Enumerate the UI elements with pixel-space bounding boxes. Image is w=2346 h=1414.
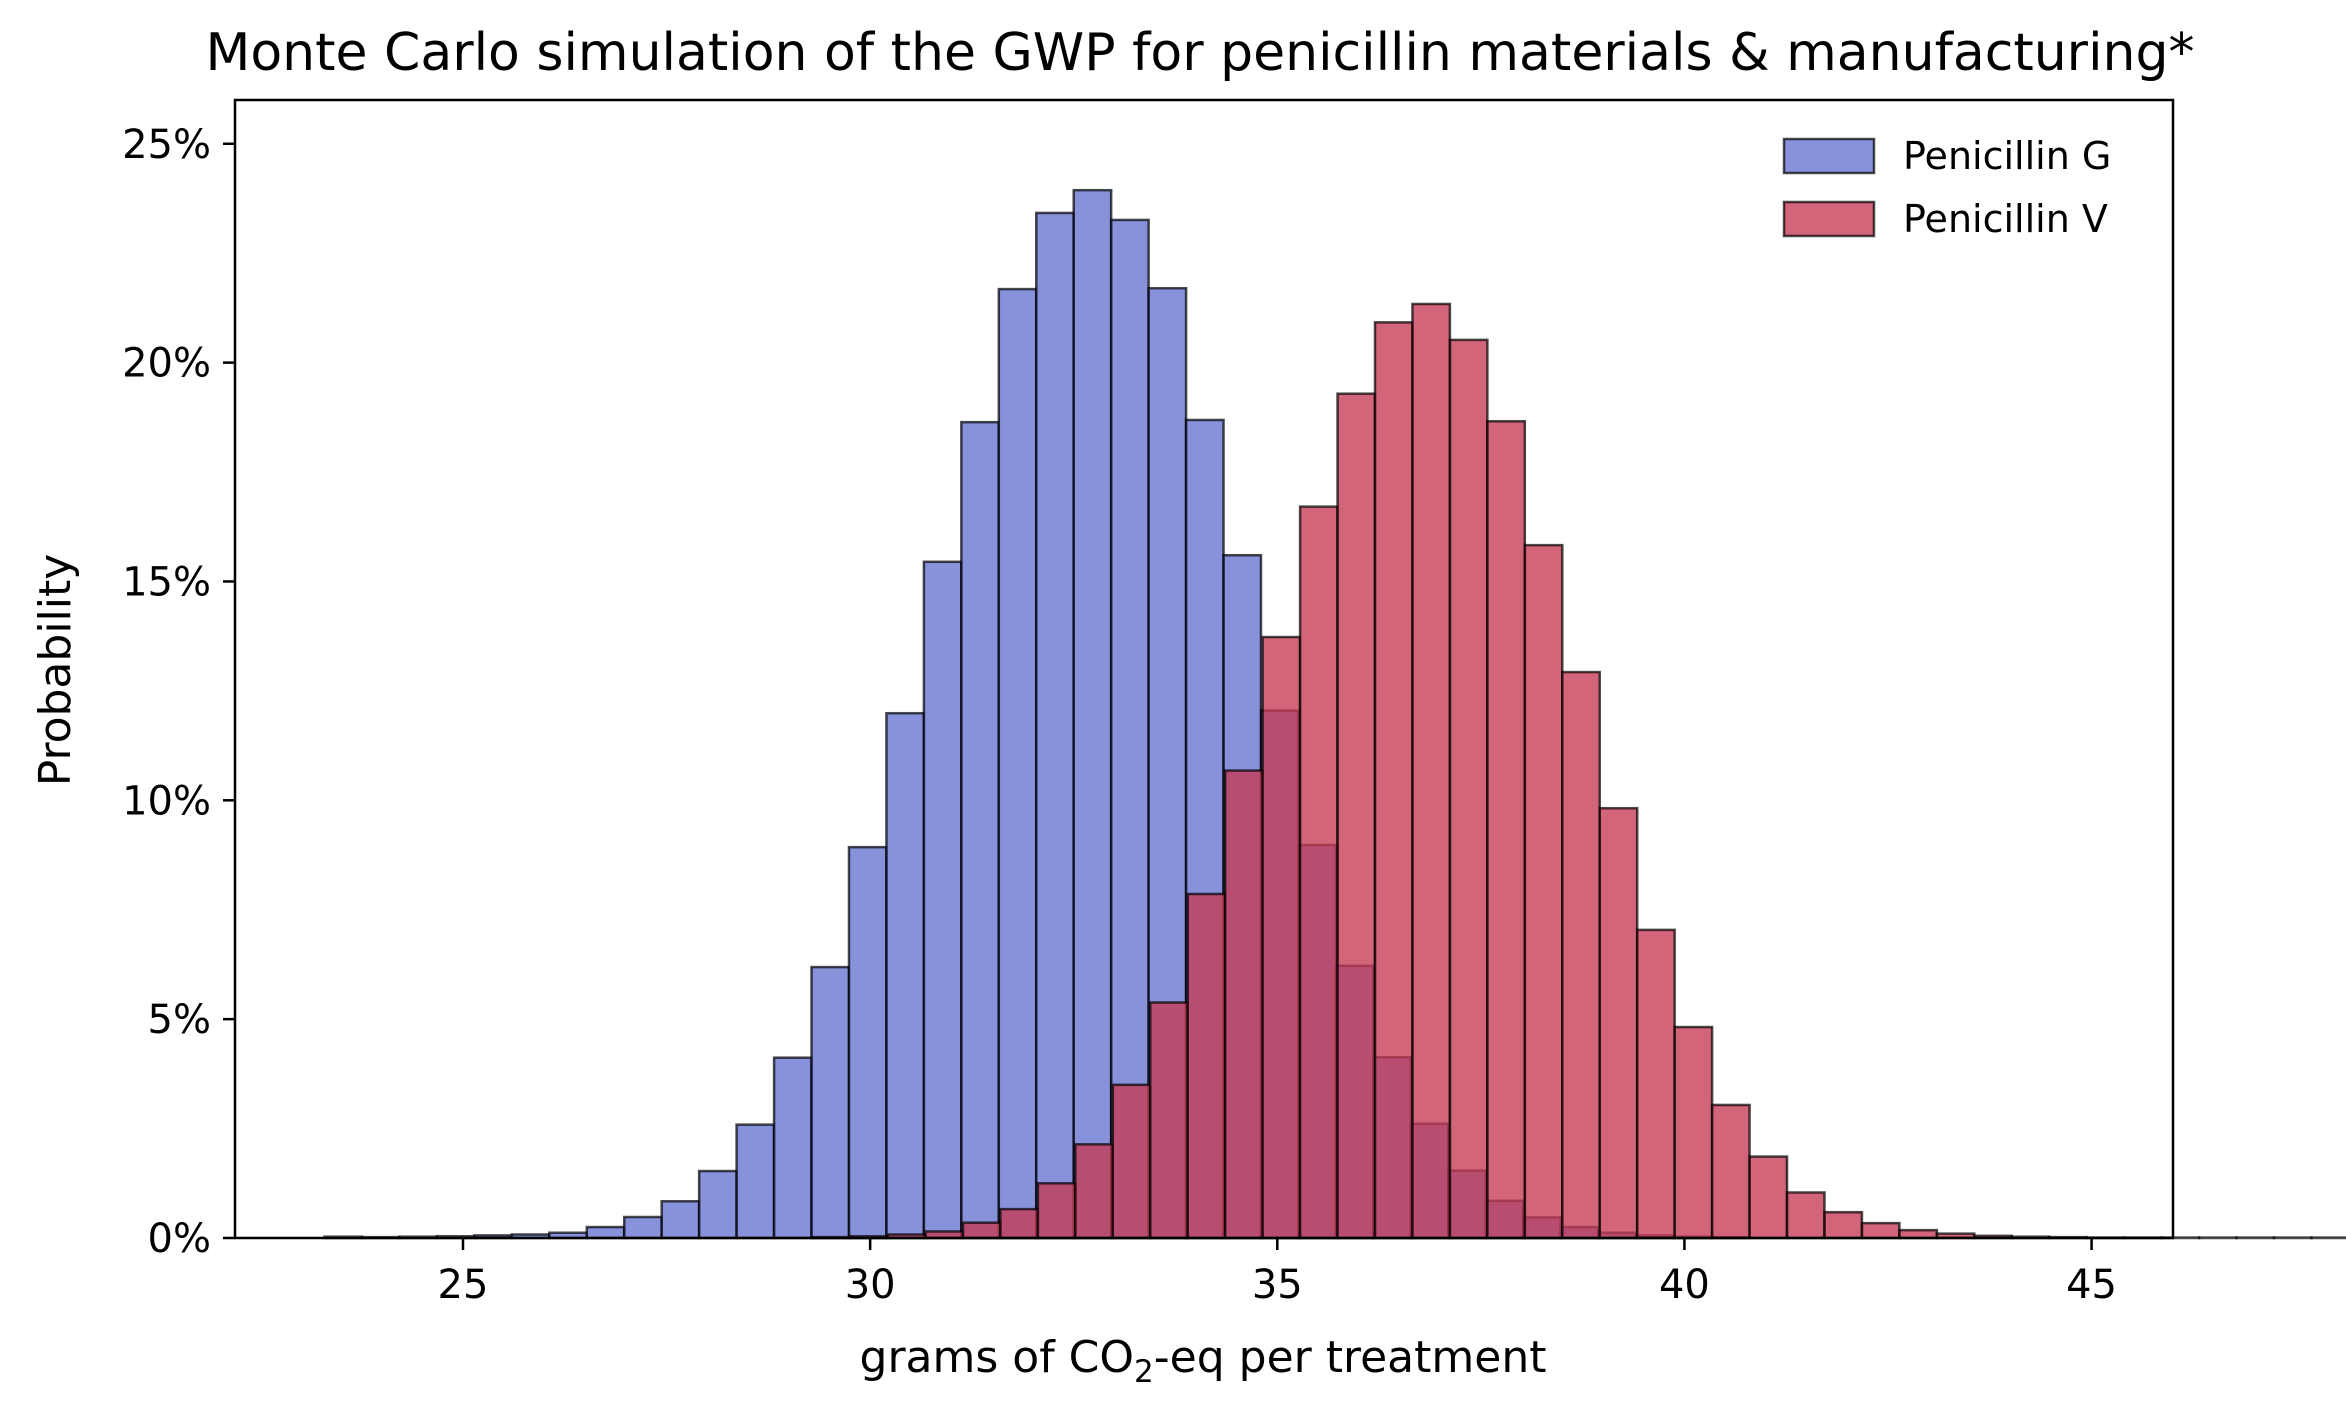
bar-penicillin-g-9 [662,1201,699,1238]
bar-penicillin-g-11 [737,1125,774,1238]
bar-penicillin-v-25 [1750,1157,1787,1238]
y-tick-label: 20% [122,341,211,387]
bar-penicillin-v-4 [963,1223,1000,1238]
x-tick-label: 45 [2066,1262,2117,1308]
x-axis-label-subscript: 2 [1134,1354,1154,1390]
x-axis-label-prefix: grams of CO [860,1332,1135,1383]
bar-penicillin-v-22 [1637,930,1674,1238]
bar-penicillin-g-19 [1036,213,1073,1238]
bar-penicillin-v-5 [1000,1209,1037,1238]
bar-penicillin-v-6 [1038,1183,1075,1238]
bar-penicillin-v-21 [1600,808,1637,1238]
bar-penicillin-g-15 [886,713,923,1238]
y-tick-label: 0% [148,1216,211,1262]
bar-penicillin-g-20 [1074,190,1111,1238]
bar-penicillin-g-17 [961,422,998,1238]
bar-penicillin-v-20 [1562,672,1599,1238]
bar-penicillin-v-23 [1675,1027,1712,1238]
bar-penicillin-g-10 [699,1171,736,1238]
legend-swatch-penicillin-g [1784,139,1874,173]
legend-swatch-penicillin-v [1784,202,1874,236]
x-tick-label: 30 [845,1262,896,1308]
bar-penicillin-g-18 [999,289,1036,1238]
legend: Penicillin G Penicillin V [1784,134,2111,241]
bar-penicillin-v-27 [1824,1212,1861,1238]
bar-penicillin-v-16 [1412,304,1449,1238]
x-axis-ticks: 25 30 35 40 45 [438,1238,2117,1308]
bar-penicillin-v-19 [1525,545,1562,1238]
bar-penicillin-v-28 [1862,1223,1899,1238]
bar-penicillin-g-7 [587,1227,624,1238]
bar-penicillin-g-12 [774,1058,811,1238]
bar-penicillin-v-15 [1375,322,1412,1238]
legend-label-penicillin-v: Penicillin V [1903,197,2108,241]
bar-penicillin-v-8 [1113,1085,1150,1238]
x-tick-label: 25 [438,1262,489,1308]
x-tick-label: 35 [1252,1262,1303,1308]
bar-penicillin-v-17 [1450,340,1487,1238]
x-axis-label: grams of CO2-eq per treatment [860,1332,1547,1390]
legend-label-penicillin-g: Penicillin G [1903,134,2111,178]
bar-penicillin-g-8 [624,1217,661,1238]
y-axis-label: Probability [30,554,81,787]
bar-penicillin-g-14 [849,847,886,1238]
y-tick-label: 25% [122,122,211,168]
bar-penicillin-v-18 [1487,421,1524,1238]
y-axis-ticks: 0% 5% 10% 15% 20% 25% [122,122,235,1262]
bar-penicillin-g-16 [924,562,961,1238]
bar-penicillin-v-13 [1300,507,1337,1238]
bar-penicillin-g-13 [812,967,849,1238]
x-tick-label: 40 [1659,1262,1710,1308]
bar-penicillin-v-9 [1150,1003,1187,1238]
y-tick-label: 10% [122,778,211,824]
x-axis-label-suffix: -eq per treatment [1154,1332,1547,1383]
bar-penicillin-v-7 [1075,1144,1112,1238]
y-tick-label: 15% [122,559,211,605]
bar-penicillin-v-10 [1188,894,1225,1238]
bars-layer [325,190,2346,1238]
bar-penicillin-v-12 [1263,637,1300,1238]
bar-penicillin-v-11 [1225,771,1262,1238]
bar-penicillin-v-26 [1787,1192,1824,1238]
bar-penicillin-v-24 [1712,1105,1749,1238]
chart-title: Monte Carlo simulation of the GWP for pe… [206,23,2195,83]
bar-penicillin-v-14 [1338,394,1375,1238]
y-tick-label: 5% [148,997,211,1043]
